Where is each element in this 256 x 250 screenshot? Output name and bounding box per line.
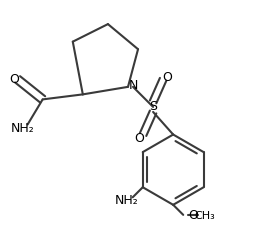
Text: O: O [134,131,144,144]
Text: NH₂: NH₂ [114,194,138,206]
Text: O: O [188,208,198,222]
Text: O: O [162,71,172,84]
Text: N: N [128,78,138,92]
Text: O: O [9,72,19,85]
Text: NH₂: NH₂ [11,121,35,134]
Text: CH₃: CH₃ [194,210,215,220]
Text: S: S [149,100,157,113]
